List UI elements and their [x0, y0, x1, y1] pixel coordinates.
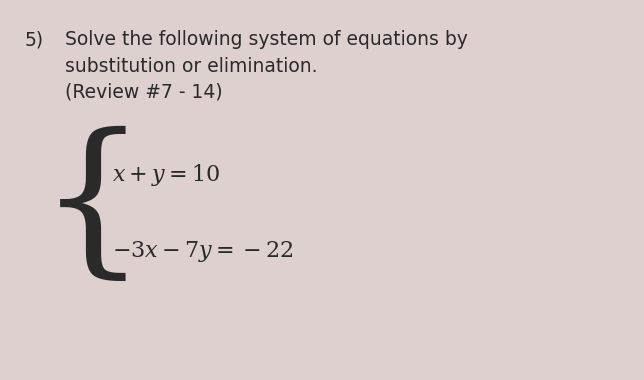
Text: substitution or elimination.: substitution or elimination.	[65, 57, 317, 76]
Text: (Review #7 - 14): (Review #7 - 14)	[65, 83, 223, 102]
Text: $-3x - 7y = -22$: $-3x - 7y = -22$	[112, 239, 294, 264]
Text: $x + y = 10$: $x + y = 10$	[112, 162, 220, 188]
Text: 5): 5)	[25, 30, 44, 49]
Text: $\{$: $\{$	[38, 124, 126, 288]
Text: Solve the following system of equations by: Solve the following system of equations …	[65, 30, 468, 49]
